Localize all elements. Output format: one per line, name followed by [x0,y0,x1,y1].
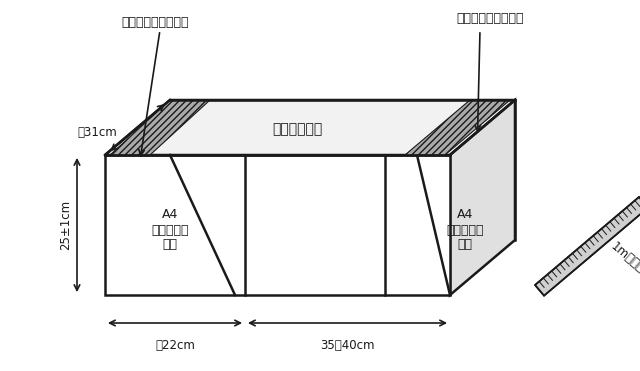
Text: ガムテープで止める: ガムテープで止める [456,12,524,24]
Text: 絀31cm: 絀31cm [77,126,118,139]
Text: 絀22cm: 絀22cm [155,339,195,352]
Polygon shape [105,100,515,155]
Text: ガムテープで止める: ガムテープで止める [121,16,189,29]
Text: 1mものさし: 1mものさし [608,240,640,280]
Text: A4
コピー用紙
の笜: A4 コピー用紙 の笜 [446,209,484,252]
Polygon shape [450,100,515,295]
Text: 25±1cm: 25±1cm [59,200,72,250]
Polygon shape [110,100,210,155]
Text: A4
コピー用紙
の笜: A4 コピー用紙 の笜 [151,209,189,252]
Polygon shape [405,100,510,155]
Polygon shape [105,155,450,295]
Polygon shape [535,197,640,296]
Text: 段ボール厘紙: 段ボール厘紙 [272,122,322,137]
Text: 35～40cm: 35～40cm [320,339,375,352]
